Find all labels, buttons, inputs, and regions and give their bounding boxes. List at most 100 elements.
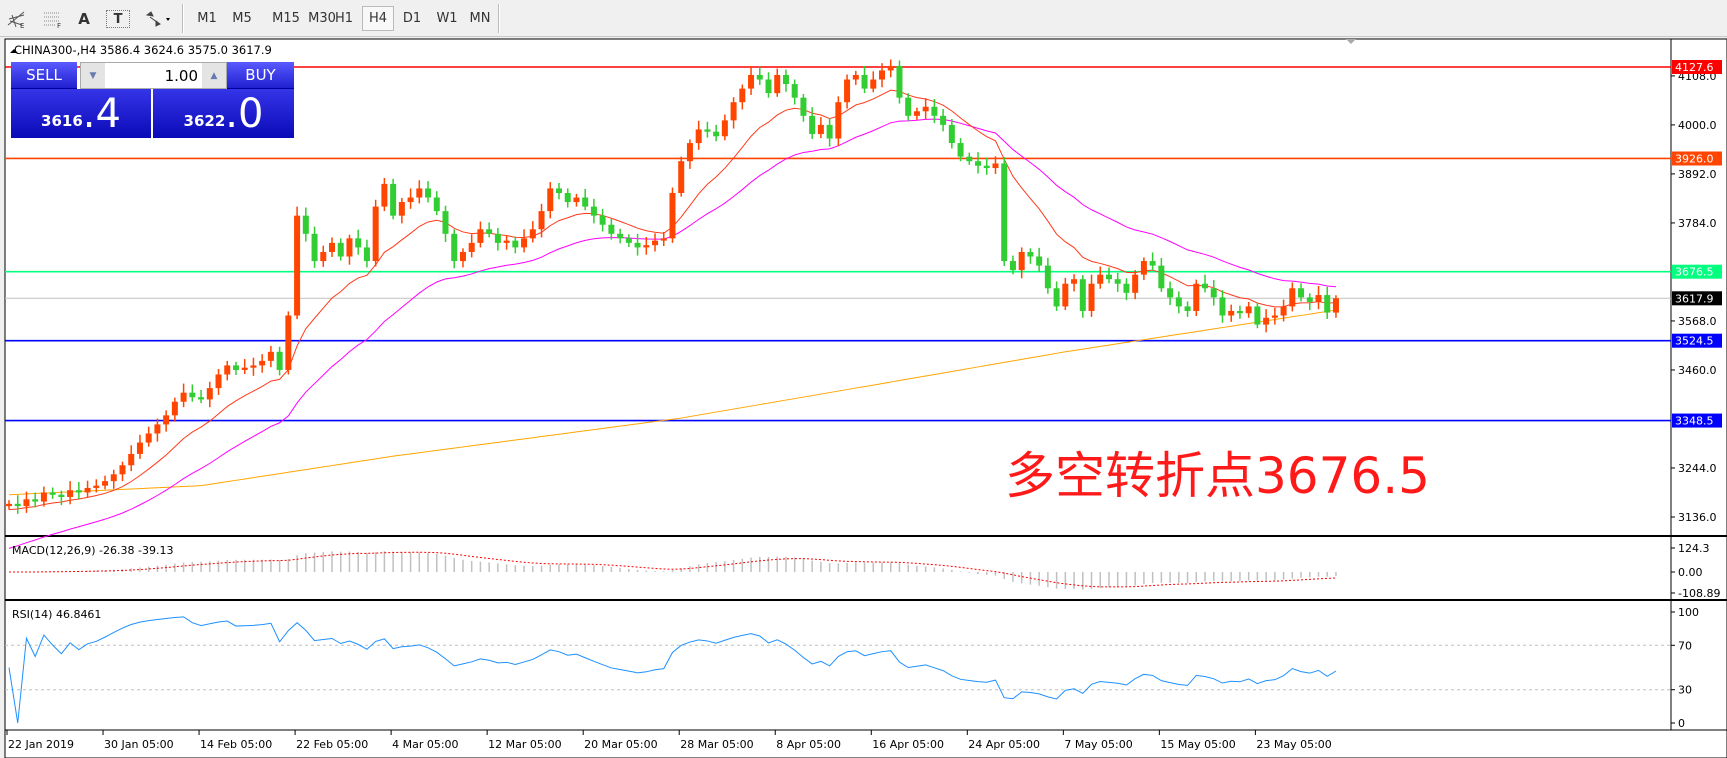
sell-button[interactable]: SELL	[11, 62, 77, 89]
candle-body	[1044, 265, 1051, 289]
timeframe-m30[interactable]: M30	[308, 11, 336, 26]
rsi-tick-label: 0	[1678, 717, 1685, 730]
candle-body	[416, 188, 423, 198]
candle-body	[652, 240, 659, 246]
time-tick-label: 20 Mar 05:00	[584, 738, 657, 751]
candle-body	[1193, 283, 1200, 311]
candle-body	[564, 192, 571, 203]
candle-body	[1132, 274, 1139, 293]
candle-body	[1105, 274, 1112, 280]
chart-title: CHINA300-,H4 3586.4 3624.6 3575.0 3617.9	[14, 43, 272, 57]
candle-body	[1254, 306, 1261, 325]
price-tick-label: 3784.0	[1678, 217, 1717, 230]
candle-body	[486, 229, 493, 234]
candle-body	[1324, 295, 1331, 313]
candle-body	[992, 163, 999, 169]
collapse-triangle-icon[interactable]	[10, 49, 18, 53]
macd-signal-line	[8, 551, 1336, 588]
buy-price-pips: .0	[225, 91, 264, 137]
buy-price[interactable]: 3622.0	[153, 89, 294, 138]
candle-body	[14, 503, 21, 507]
price-level-tag	[1672, 413, 1722, 428]
time-tick-label: 28 Mar 05:00	[680, 738, 753, 751]
candle-body	[1280, 306, 1287, 316]
macd-tick-label: 0.00	[1678, 566, 1703, 579]
price-level-label: 3524.5	[1675, 335, 1714, 348]
text-label-icon[interactable]: T	[106, 10, 130, 28]
fibonacci-fan-icon[interactable]: E	[4, 6, 30, 31]
buy-button[interactable]: BUY	[227, 62, 294, 89]
candle-body	[1219, 297, 1226, 316]
timeframe-h1[interactable]: H1	[334, 11, 354, 26]
candle-body	[372, 206, 379, 262]
candle-body	[774, 74, 781, 94]
price-level-label: 3926.0	[1675, 152, 1714, 165]
candle-body	[267, 351, 274, 361]
candle-body	[451, 233, 458, 262]
rsi-tick-label: 100	[1678, 606, 1699, 619]
text-icon[interactable]: A	[78, 9, 90, 28]
price-tick-label: 3568.0	[1678, 315, 1717, 328]
candle-body	[241, 367, 248, 370]
decrease-lot-icon[interactable]: ▼	[81, 63, 105, 88]
candle-body	[276, 351, 283, 370]
candle-body	[232, 365, 239, 370]
candle-body	[1027, 251, 1034, 257]
candle-body	[215, 374, 222, 389]
increase-lot-icon[interactable]: ▲	[202, 63, 226, 88]
timeframe-m5[interactable]: M5	[232, 11, 252, 26]
sell-price[interactable]: 3616.4	[11, 89, 151, 138]
lot-size-field[interactable]: ▼ 1.00 ▲	[80, 62, 227, 89]
candle-body	[145, 433, 152, 443]
candle-body	[1210, 288, 1217, 298]
candle-body	[346, 238, 353, 257]
timeframe-m15[interactable]: M15	[272, 11, 300, 26]
chart-area[interactable]: 4108.04000.03892.03784.03568.03460.03244…	[0, 38, 1727, 758]
candle-body	[826, 124, 833, 139]
price-level-tag	[1672, 291, 1722, 306]
candle-body	[198, 397, 205, 400]
svg-text:E: E	[20, 22, 24, 29]
lot-size-value[interactable]: 1.00	[164, 66, 198, 85]
candle-body	[1036, 256, 1043, 266]
timeframe-m1[interactable]: M1	[197, 11, 217, 26]
one-click-trading-panel: SELL ▼ 1.00 ▲ BUY 3616.4 3622.0	[11, 62, 294, 138]
candle-body	[704, 129, 711, 132]
candle-body	[1271, 315, 1278, 318]
candle-body	[477, 229, 484, 243]
timeframe-d1[interactable]: D1	[402, 11, 422, 26]
macd-tick-label: 124.3	[1678, 542, 1710, 555]
candle-body	[1289, 288, 1296, 307]
candle-body	[521, 238, 528, 248]
candle-body	[180, 392, 187, 402]
timeframe-w1[interactable]: W1	[436, 11, 458, 26]
candle-body	[817, 124, 824, 134]
candle-body	[494, 233, 501, 243]
time-tick-label: 15 May 05:00	[1160, 738, 1235, 751]
candle-body	[32, 499, 39, 502]
fibonacci-icon[interactable]: F	[40, 6, 66, 31]
candle-body	[398, 202, 405, 216]
candle-body	[1088, 283, 1095, 311]
timeframe-mn[interactable]: MN	[469, 11, 491, 26]
price-level-tag	[1672, 60, 1722, 74]
candle-body	[1158, 265, 1165, 289]
candle-body	[259, 360, 266, 366]
candle-body	[1184, 306, 1191, 311]
candle-body	[582, 197, 589, 207]
candle-body	[966, 156, 973, 162]
arrows-icon[interactable]	[142, 6, 176, 31]
candle-body	[948, 124, 955, 144]
candle-body	[686, 143, 693, 162]
price-level-tag	[1672, 333, 1722, 348]
svg-text:F: F	[57, 22, 61, 29]
time-tick-label: 24 Apr 05:00	[968, 738, 1040, 751]
candle-body	[363, 247, 370, 262]
candle-body	[23, 499, 30, 507]
time-tick-label: 16 Apr 05:00	[872, 738, 944, 751]
timeframe-h4[interactable]: H4	[362, 6, 394, 31]
candle-body	[355, 238, 362, 248]
candle-body	[250, 365, 257, 368]
candle-body	[721, 120, 728, 137]
time-tick-label: 7 May 05:00	[1064, 738, 1132, 751]
